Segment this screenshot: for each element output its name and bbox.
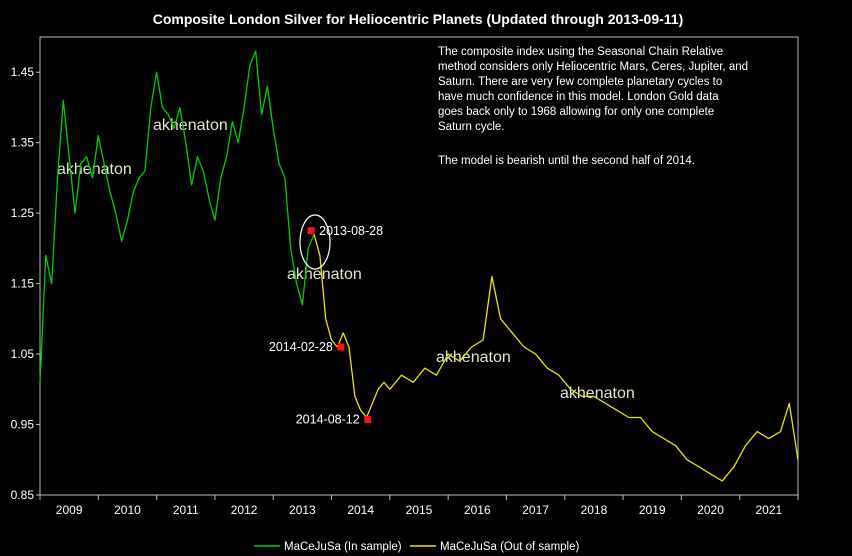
note-line-8: The model is bearish until the second ha… <box>438 155 695 167</box>
watermark-1: akhenaton <box>57 161 132 178</box>
series-line-in-sample <box>39 50 315 383</box>
note-line-5: goes back only to 1968 allowing for only… <box>438 106 714 118</box>
annotation-label: 2013-08-28 <box>319 224 383 238</box>
series-layer <box>39 50 799 482</box>
legend-label-in-sample: MaCeJuSa (In sample) <box>284 541 402 553</box>
x-tick-label: 2014 <box>347 503 374 517</box>
x-tick-label: 2021 <box>755 503 782 517</box>
y-tick-label: 1.05 <box>11 347 35 361</box>
watermarks: akhenaton akhenaton akhenaton akhenaton … <box>57 117 635 402</box>
annotation-label: 2014-02-28 <box>269 340 333 354</box>
note-line-3: Saturn. There are very few complete plan… <box>438 76 722 88</box>
x-tick-label: 2016 <box>464 503 491 517</box>
series-line-out-of-sample <box>313 234 799 482</box>
chart-title: Composite London Silver for Heliocentric… <box>153 11 684 27</box>
note-line-6: Saturn cycle. <box>438 121 504 133</box>
y-tick-label: 1.45 <box>11 65 35 79</box>
x-tick-label: 2012 <box>231 503 258 517</box>
y-tick-label: 0.85 <box>11 488 35 502</box>
y-tick-label: 1.25 <box>11 206 35 220</box>
x-tick-label: 2017 <box>522 503 549 517</box>
annotation-label: 2014-08-12 <box>296 413 360 427</box>
x-tick-label: 2010 <box>114 503 141 517</box>
highlight-ellipse <box>299 214 331 270</box>
legend: MaCeJuSa (In sample) MaCeJuSa (Out of sa… <box>254 541 580 553</box>
x-tick-label: 2013 <box>289 503 316 517</box>
annotation-marker <box>337 343 345 351</box>
x-tick-label: 2009 <box>56 503 83 517</box>
note-line-4: have much confidence in this model. Lond… <box>438 91 719 103</box>
x-axis: 2009 2010 2011 2012 2013 2014 2015 2016 2017 2018… <box>39 495 799 517</box>
x-tick-label: 2018 <box>581 503 608 517</box>
legend-label-out-of-sample: MaCeJuSa (Out of sample) <box>440 541 580 553</box>
annotation-marker <box>364 416 372 424</box>
annotation-marker <box>307 227 315 235</box>
y-axis: 0.85 0.95 1.05 1.15 1.25 1.35 1.45 <box>11 65 40 502</box>
plot-frame <box>39 36 799 496</box>
watermark-4: akhenaton <box>436 349 511 366</box>
x-tick-label: 2015 <box>406 503 433 517</box>
x-tick-label: 2011 <box>173 503 199 517</box>
annotation-layer: 2013-08-28 2014-02-28 2014-08-12 <box>269 224 383 427</box>
x-tick-label: 2020 <box>697 503 724 517</box>
note-line-2: method considers only Heliocentric Mars,… <box>438 61 748 73</box>
y-tick-label: 1.15 <box>11 277 35 291</box>
watermark-5: akhenaton <box>560 385 635 402</box>
watermark-3: akhenaton <box>287 266 362 283</box>
y-tick-label: 1.35 <box>11 136 35 150</box>
note-block: The composite index using the Seasonal C… <box>438 46 748 167</box>
note-line-1: The composite index using the Seasonal C… <box>438 46 723 58</box>
x-tick-label: 2019 <box>639 503 666 517</box>
y-tick-label: 0.95 <box>11 418 35 432</box>
watermark-2: akhenaton <box>153 117 228 134</box>
